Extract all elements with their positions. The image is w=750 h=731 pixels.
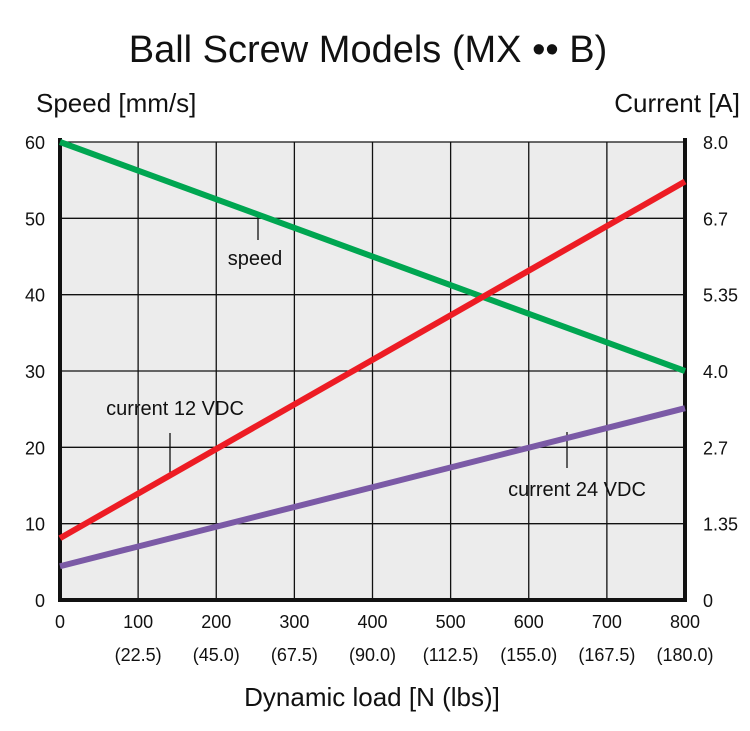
chart-title: Ball Screw Models (MX •• B) bbox=[129, 29, 608, 71]
y-tick-label-left: 40 bbox=[25, 286, 45, 306]
series-label: speed bbox=[228, 248, 283, 270]
x-tick-label-lbs: (67.5) bbox=[271, 645, 318, 665]
y-tick-label-left: 10 bbox=[25, 515, 45, 535]
series-line-speed bbox=[58, 139, 687, 374]
y-tick-label-left: 0 bbox=[35, 591, 45, 611]
x-tick-label: 0 bbox=[55, 612, 65, 632]
series-label: current 12 VDC bbox=[106, 398, 244, 420]
y-tick-label-left: 60 bbox=[25, 133, 45, 153]
x-tick-label: 400 bbox=[357, 612, 387, 632]
y-tick-label-right: 0 bbox=[703, 591, 713, 611]
y-tick-label-right: 5.35 bbox=[703, 286, 738, 306]
y-tick-label-right: 4.0 bbox=[703, 362, 728, 382]
y-tick-label-right: 2.7 bbox=[703, 438, 728, 458]
x-tick-label-lbs: (167.5) bbox=[578, 645, 635, 665]
x-tick-label-lbs: (22.5) bbox=[115, 645, 162, 665]
x-tick-label: 700 bbox=[592, 612, 622, 632]
x-tick-label: 100 bbox=[123, 612, 153, 632]
x-tick-label-lbs: (45.0) bbox=[193, 645, 240, 665]
series-line-current-12-vdc bbox=[58, 178, 687, 541]
x-tick-label-lbs: (180.0) bbox=[656, 645, 713, 665]
x-tick-label: 500 bbox=[436, 612, 466, 632]
series-label: current 24 VDC bbox=[508, 479, 646, 501]
x-tick-label: 800 bbox=[670, 612, 700, 632]
y-tick-label-right: 1.35 bbox=[703, 515, 738, 535]
y-tick-label-right: 6.7 bbox=[703, 209, 728, 229]
y-axis-right-label: Current [A] bbox=[614, 88, 740, 118]
series-line-current-24-vdc bbox=[59, 405, 686, 570]
y-axis-left-label: Speed [mm/s] bbox=[36, 88, 196, 118]
x-tick-label-lbs: (155.0) bbox=[500, 645, 557, 665]
x-tick-label: 200 bbox=[201, 612, 231, 632]
x-tick-label: 300 bbox=[279, 612, 309, 632]
x-axis-label: Dynamic load [N (lbs)] bbox=[244, 682, 500, 712]
x-tick-label-lbs: (90.0) bbox=[349, 645, 396, 665]
x-tick-label-lbs: (112.5) bbox=[423, 645, 479, 665]
y-tick-label-left: 50 bbox=[25, 209, 45, 229]
y-tick-label-right: 8.0 bbox=[703, 133, 728, 153]
y-tick-label-left: 30 bbox=[25, 362, 45, 382]
y-tick-label-left: 20 bbox=[25, 438, 45, 458]
x-tick-label: 600 bbox=[514, 612, 544, 632]
